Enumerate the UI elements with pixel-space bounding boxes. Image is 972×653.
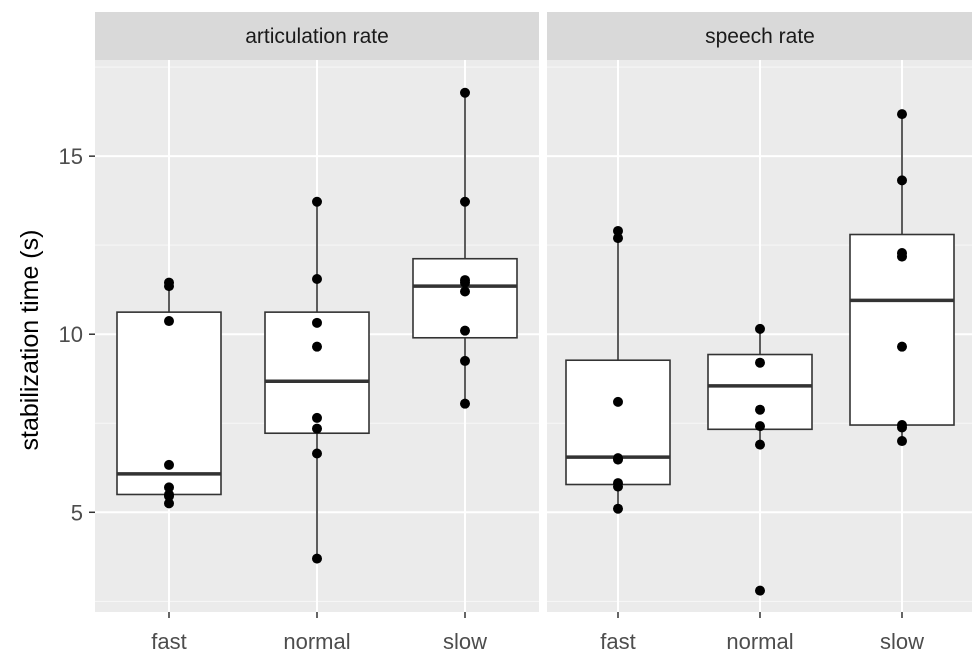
box-slow — [849, 114, 955, 442]
x-tick-label: normal — [726, 629, 793, 653]
data-point — [897, 175, 907, 186]
strip-background — [95, 12, 539, 60]
data-point — [755, 439, 765, 450]
strip-title: articulation rate — [245, 25, 389, 48]
panel-0: articulation rate fast normal slow — [95, 12, 539, 653]
data-point — [312, 317, 322, 328]
data-point — [460, 325, 470, 336]
box-iqr — [412, 257, 518, 339]
x-tick-label: fast — [151, 629, 186, 653]
data-point — [897, 436, 907, 447]
x-tick-label: slow — [880, 629, 924, 653]
box-iqr — [565, 359, 671, 486]
y-tick-label: 10 — [59, 322, 83, 347]
data-point — [164, 491, 174, 502]
data-point — [755, 421, 765, 432]
data-point — [460, 277, 470, 288]
data-point — [897, 341, 907, 352]
data-point — [613, 481, 623, 492]
data-point — [164, 281, 174, 292]
data-point — [312, 196, 322, 207]
data-point — [164, 498, 174, 509]
data-point — [164, 482, 174, 493]
data-point — [460, 355, 470, 366]
data-point — [164, 459, 174, 470]
data-point — [613, 396, 623, 407]
data-point — [755, 323, 765, 334]
data-point — [460, 398, 470, 409]
data-point — [312, 448, 322, 459]
data-point — [755, 585, 765, 596]
x-tick-label: normal — [283, 629, 350, 653]
data-point — [164, 316, 174, 327]
data-point — [312, 412, 322, 423]
data-point — [312, 274, 322, 285]
panel-1: speech rate fast normal slow — [547, 12, 972, 653]
y-axis-label: stabilization time (s) — [16, 230, 44, 451]
data-point — [897, 251, 907, 262]
data-point — [897, 422, 907, 433]
data-point — [312, 423, 322, 434]
data-point — [312, 341, 322, 352]
strip-title: speech rate — [705, 25, 815, 48]
data-point — [312, 553, 322, 564]
box-slow — [412, 92, 518, 404]
x-tick-label: fast — [600, 629, 635, 653]
data-point — [897, 109, 907, 120]
data-point — [460, 196, 470, 207]
box-fast — [116, 282, 222, 504]
data-point — [460, 286, 470, 297]
x-tick-label: slow — [443, 629, 487, 653]
data-point — [613, 225, 623, 236]
box-iqr — [849, 233, 955, 426]
data-point — [613, 503, 623, 514]
data-point — [755, 404, 765, 415]
y-axis: 5 10 15 — [59, 144, 95, 525]
strip-background — [547, 12, 972, 60]
data-point — [755, 357, 765, 368]
data-point — [613, 454, 623, 465]
data-point — [613, 233, 623, 244]
y-tick-label: 15 — [59, 144, 83, 169]
y-tick-label: 5 — [71, 500, 83, 525]
data-point — [460, 87, 470, 98]
